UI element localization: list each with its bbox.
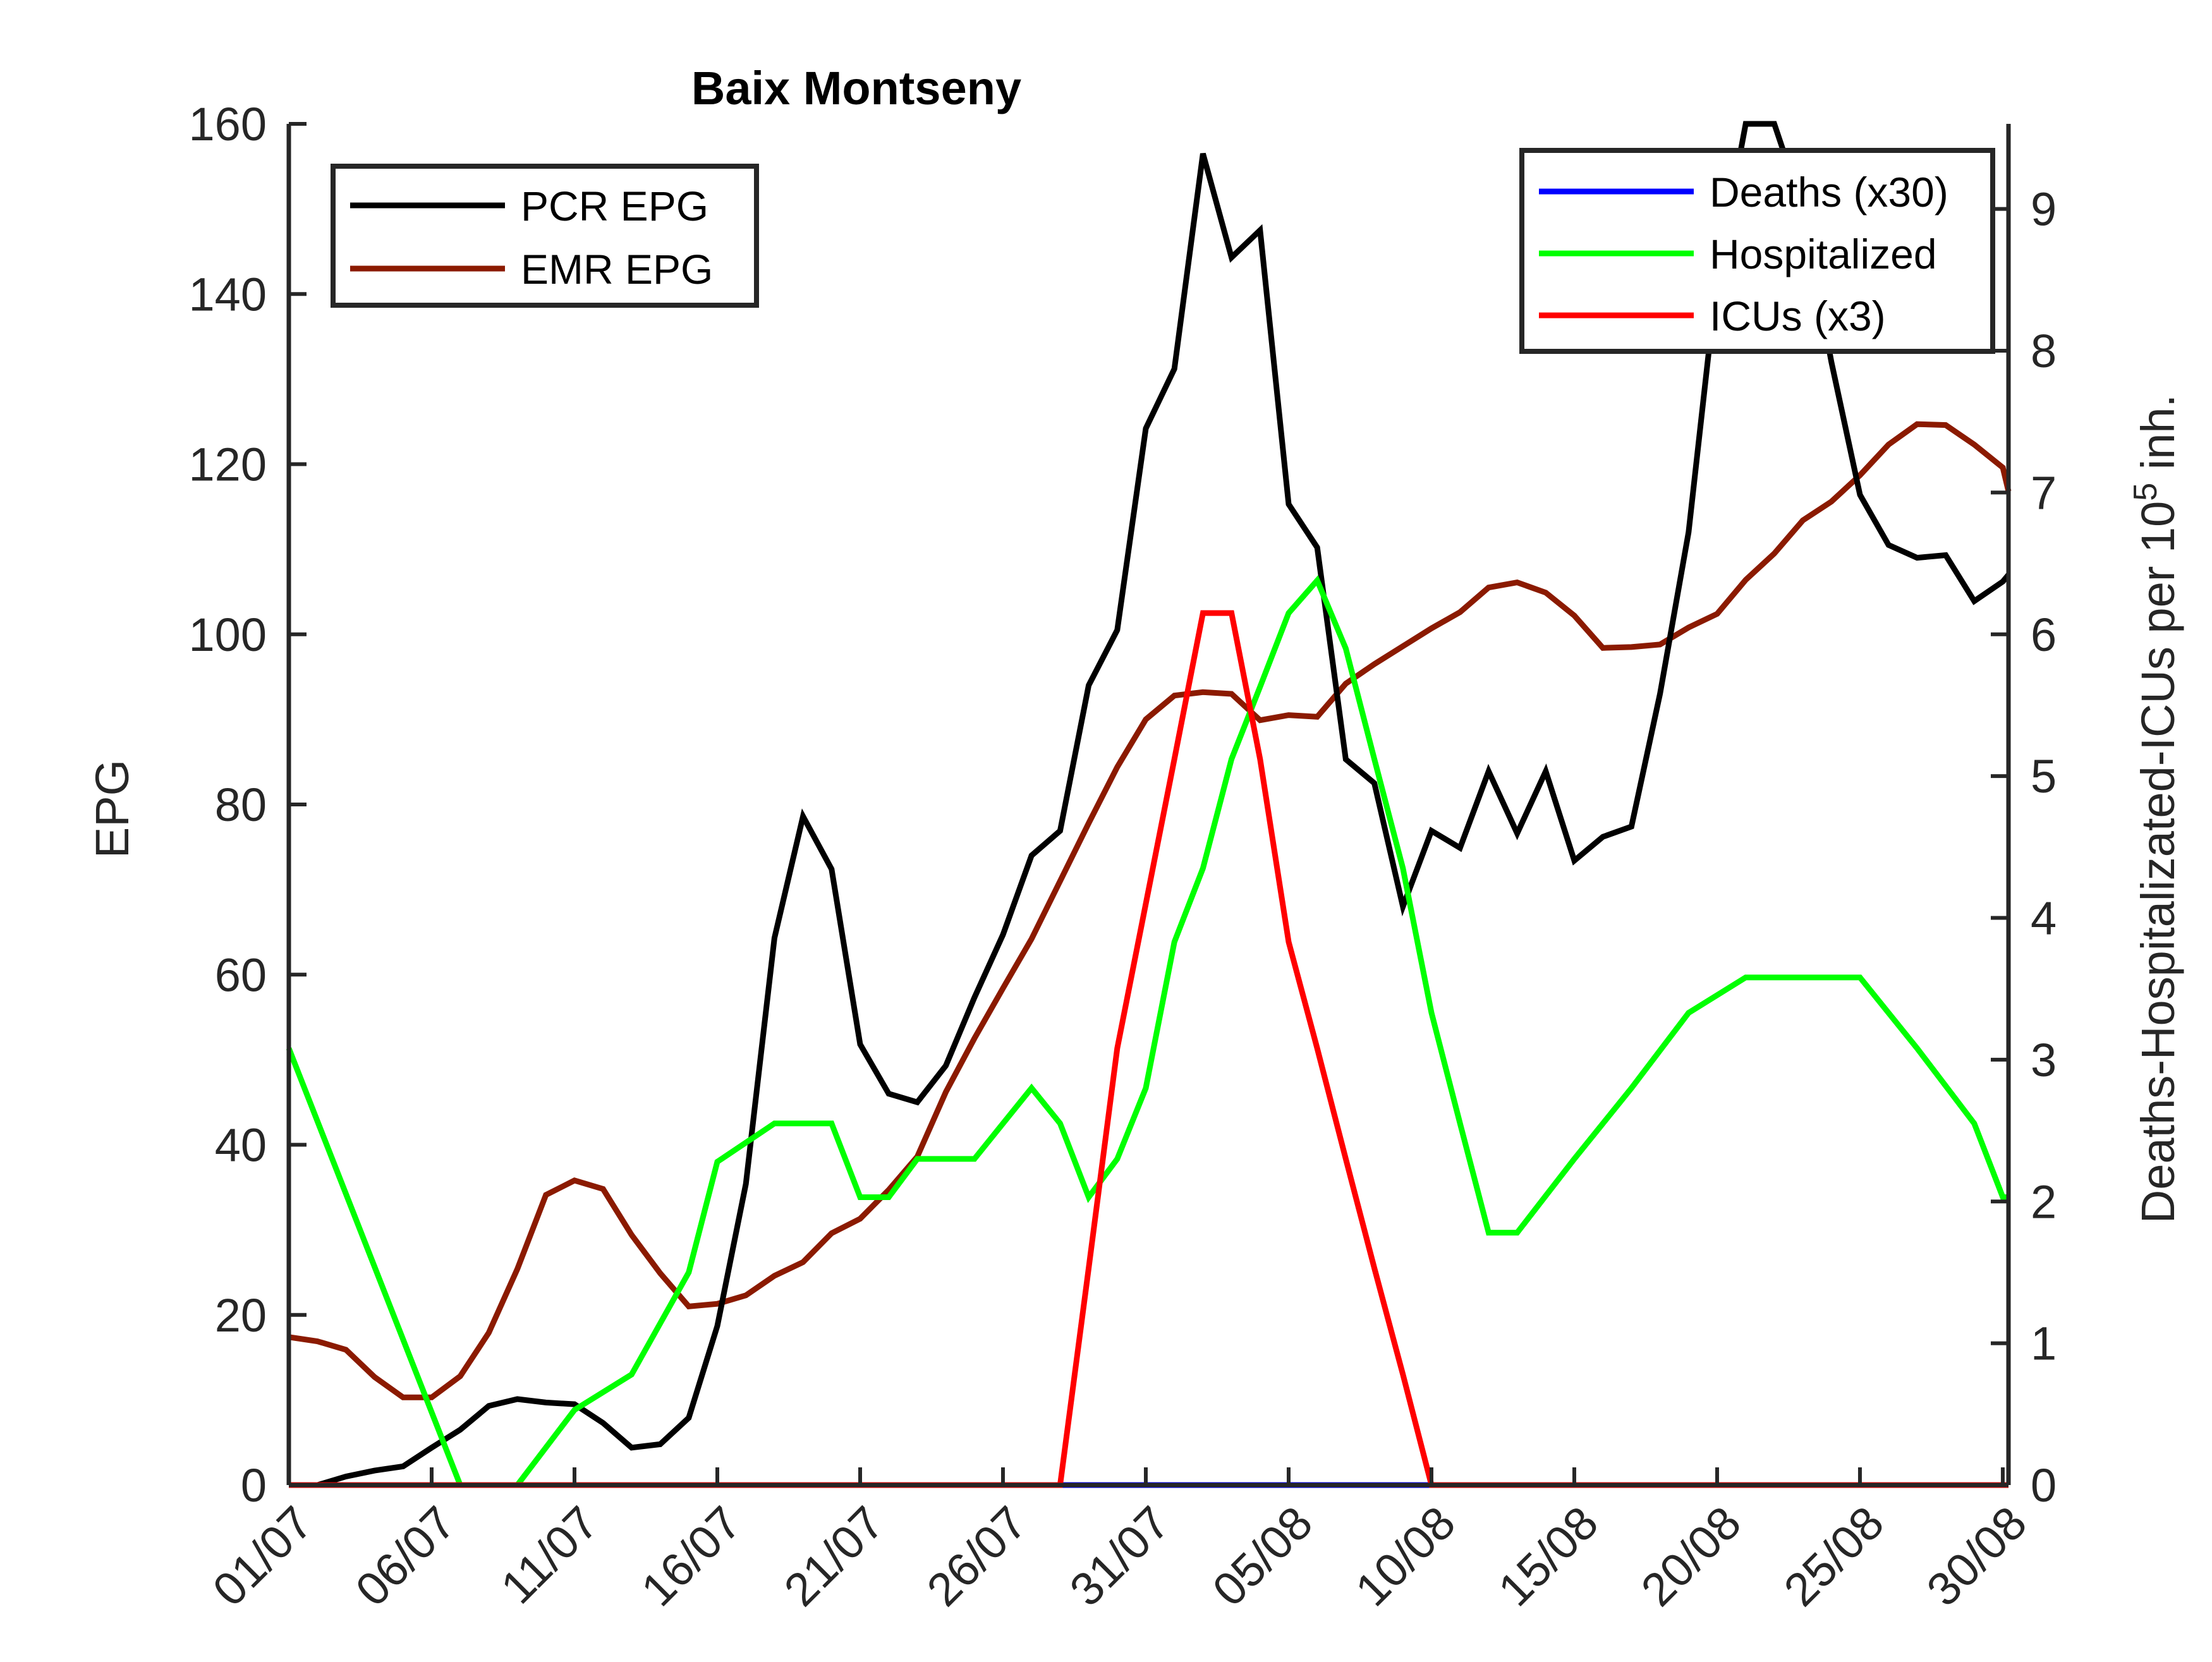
y-tick-label-left: 40 — [215, 1119, 267, 1172]
y-tick-label-right: 5 — [2031, 750, 2057, 803]
y-tick-label-right: 2 — [2031, 1175, 2057, 1228]
legend-left-label-pcr: PCR EPG — [521, 183, 708, 229]
y-axis-label-left: EPG — [86, 760, 138, 858]
chart-title: Baix Montseny — [691, 62, 1021, 114]
y-tick-label-right: 1 — [2031, 1318, 2057, 1370]
legend-left-box — [331, 164, 759, 308]
legend-left-label-emr: EMR EPG — [521, 246, 713, 293]
y-tick-label-left: 20 — [215, 1289, 267, 1342]
y-axis-label-right: Deaths-Hospitalizated-ICUs per 105 inh. — [2127, 394, 2184, 1223]
y-tick-label-right: 8 — [2031, 325, 2057, 377]
series-line-icus — [289, 610, 2008, 1488]
series-line-hospitalized — [286, 575, 2008, 1488]
legend-right-label-icus: ICUs (x3) — [1710, 293, 1886, 339]
y-axis-label-right-suffix: inh. — [2132, 394, 2184, 483]
y-tick-label-right: 4 — [2031, 892, 2057, 945]
legend-right-label-hospitalized: Hospitalized — [1710, 231, 1937, 277]
y-axis-label-right-exponent: 5 — [2127, 483, 2164, 501]
series-layer — [286, 121, 2012, 1488]
y-tick-label-left: 140 — [189, 268, 267, 320]
y-tick-label-left: 160 — [189, 98, 267, 150]
y-tick-label-left: 80 — [215, 779, 267, 831]
y-tick-label-right: 0 — [2031, 1459, 2057, 1512]
y-tick-label-left: 60 — [215, 949, 267, 1001]
y-tick-label-right: 3 — [2031, 1034, 2057, 1086]
y-tick-label-right: 9 — [2031, 183, 2057, 236]
series-line-pcr — [316, 121, 2011, 1488]
y-tick-label-left: 0 — [241, 1459, 267, 1512]
y-tick-label-right: 7 — [2031, 466, 2057, 519]
y-tick-label-left: 120 — [189, 439, 267, 491]
legend-layer: PCR EPG EMR EPG Deaths (x30) Hospitalized IC… — [331, 148, 1995, 354]
legend-right-label-deaths: Deaths (x30) — [1710, 169, 1948, 215]
series-line-emr — [288, 421, 2012, 1400]
y-tick-label-right: 6 — [2031, 609, 2057, 661]
y-axis-label-right-main: Deaths-Hospitalizated-ICUs per 10 — [2132, 501, 2184, 1223]
y-tick-label-left: 100 — [189, 609, 267, 661]
